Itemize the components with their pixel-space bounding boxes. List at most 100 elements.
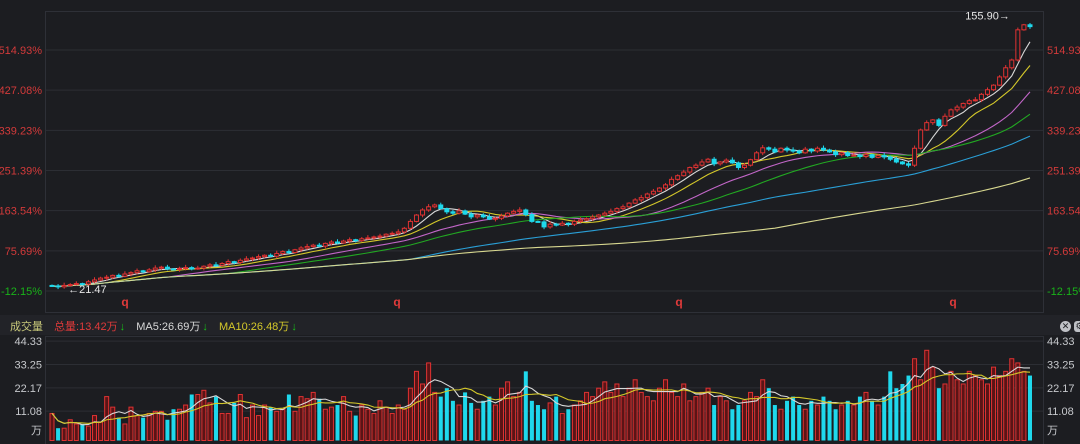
candle-down <box>444 208 450 213</box>
volume-bar <box>778 408 784 441</box>
volume-bar <box>56 428 61 441</box>
candle-up <box>978 93 984 101</box>
candle-up <box>201 265 207 269</box>
volume-bar <box>280 408 286 441</box>
volume-bar <box>141 417 146 441</box>
candle-up <box>207 264 213 267</box>
candle-up <box>395 231 401 234</box>
candle-up <box>347 239 353 242</box>
volume-bar <box>420 383 426 442</box>
volume-bar <box>559 412 565 442</box>
volume-bar <box>717 396 723 441</box>
candle-up <box>517 209 523 212</box>
volume-bar <box>687 400 693 442</box>
candle-up <box>383 233 389 237</box>
candle-up <box>413 214 419 222</box>
volume-unit-left: 万 <box>31 425 42 437</box>
candle-up <box>717 161 723 165</box>
volume-bar <box>371 412 377 442</box>
candle-up <box>675 175 681 180</box>
candle-up <box>92 279 98 283</box>
candle-up <box>499 215 505 219</box>
volume-bar <box>675 396 681 441</box>
candle-up <box>195 267 201 270</box>
candle-down <box>881 155 887 158</box>
candle-down <box>833 151 839 156</box>
candle-down <box>1027 24 1033 28</box>
candle-down <box>735 162 741 168</box>
candle-up <box>620 206 626 210</box>
volume-bar <box>626 387 632 442</box>
candle-down <box>711 158 717 165</box>
volume-bar <box>335 405 340 441</box>
volume-bar <box>249 404 255 441</box>
volume-bar <box>547 402 553 441</box>
candle-down <box>462 210 468 215</box>
candle-down <box>438 204 444 210</box>
candle-up <box>365 237 371 240</box>
volume-bar <box>1003 370 1009 442</box>
volume-bar <box>960 383 966 442</box>
volume-bar <box>511 396 517 441</box>
candle-down <box>286 251 292 254</box>
volume-bar <box>487 396 492 441</box>
volume-bar <box>705 387 711 442</box>
volume-bar <box>571 404 577 441</box>
volume-bar <box>67 419 73 442</box>
volume-bar <box>748 391 754 441</box>
candle-up <box>389 232 395 235</box>
candle-up <box>1015 29 1021 61</box>
volume-bar <box>875 404 881 441</box>
volume-bar <box>389 412 395 442</box>
candle-down <box>887 156 893 160</box>
volume-bar <box>766 388 771 441</box>
candle-up <box>183 267 189 270</box>
volume-bar <box>304 398 310 441</box>
candle-down <box>820 147 826 151</box>
candle-up <box>73 283 79 286</box>
candle-up <box>948 109 954 117</box>
candle-up <box>681 171 687 177</box>
candle-up <box>754 152 760 161</box>
candle-up <box>1003 67 1009 78</box>
candle-up <box>420 209 426 216</box>
candle-up <box>505 212 511 217</box>
volume-axis-label-right: 22.17 <box>1047 383 1075 395</box>
candle-down <box>766 147 772 150</box>
volume-ma10-line <box>51 371 1031 424</box>
candle-down <box>79 283 85 286</box>
candle-up <box>547 223 553 228</box>
volume-bar <box>395 404 401 441</box>
candle-down <box>535 220 541 223</box>
candle-up <box>158 266 164 269</box>
gear-icon[interactable]: ⚙ <box>1074 321 1080 332</box>
volume-bar <box>602 381 608 441</box>
volume-bar <box>663 379 669 441</box>
price-axis-label-left: 251.39% <box>0 165 42 177</box>
candle-up <box>310 244 316 248</box>
candle-up <box>243 258 249 261</box>
volume-total: 总量:13.42万 <box>54 321 118 333</box>
volume-bar <box>219 412 225 442</box>
volume-bar <box>888 371 893 441</box>
volume-bar <box>535 405 540 441</box>
volume-bar <box>614 383 620 442</box>
volume-bar <box>322 408 328 441</box>
volume-bar <box>554 396 559 441</box>
volume-bar <box>207 402 213 441</box>
volume-bar <box>870 400 875 441</box>
candle-up <box>256 256 262 259</box>
close-circle-icon[interactable]: ✕ <box>1060 321 1071 332</box>
price-axis-label-left: 339.23% <box>0 125 42 137</box>
low-price-label: ←21.47 <box>68 284 107 296</box>
candle-down <box>729 159 735 164</box>
volume-bar <box>432 391 438 441</box>
volume-bar <box>268 407 273 441</box>
volume-bar <box>365 408 371 441</box>
volume-bar <box>797 405 802 441</box>
volume-bar <box>243 417 249 442</box>
candle-up <box>322 242 328 247</box>
candle-up <box>371 236 377 239</box>
volume-bar <box>632 379 638 441</box>
volume-bar <box>894 388 899 441</box>
